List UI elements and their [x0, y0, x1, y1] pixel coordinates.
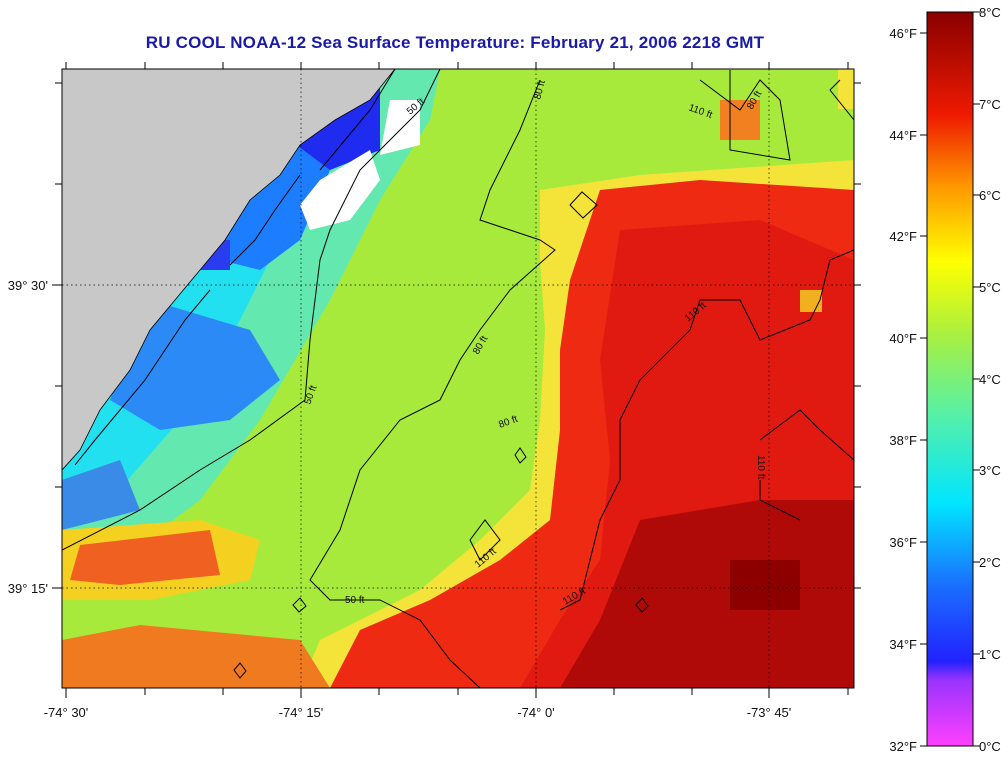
- colorbar-label-38f: 38°F: [889, 433, 917, 448]
- colorbar-label-32f: 32°F: [889, 739, 917, 754]
- lon-label-74-15: -74° 15': [279, 705, 324, 720]
- coastline-segment: [229, 174, 301, 266]
- contour-110ft-ne: [829, 79, 854, 121]
- colorbar-ticks: [920, 11, 980, 747]
- contour-closed-3: [292, 597, 307, 613]
- colorbar-label-2c: 2°C: [979, 555, 1001, 570]
- colorbar-label-7c: 7°C: [979, 97, 1001, 112]
- contour-label-80ft-a: 80 ft: [532, 79, 548, 101]
- lon-label-74-30: -74° 30': [44, 705, 89, 720]
- colorbar-gradient: [926, 11, 974, 747]
- colorbar-label-42f: 42°F: [889, 229, 917, 244]
- axis-ticks: [52, 62, 861, 698]
- contour-110ft-east: [759, 409, 854, 461]
- contour-110ft-main: [559, 249, 854, 611]
- cloud-patch-north: [380, 100, 420, 155]
- east-warm-speck: [800, 290, 822, 312]
- contour-closed-6: [635, 597, 649, 613]
- southwest-warm-patch: [70, 530, 220, 585]
- colorbar-label-40f: 40°F: [889, 331, 917, 346]
- colorbar-label-34f: 34°F: [889, 637, 917, 652]
- bathymetry-contours: [62, 69, 854, 688]
- contour-110ft-north: [699, 70, 791, 161]
- map-title: RU COOL NOAA-12 Sea Surface Temperature:…: [145, 33, 765, 52]
- contour-closed-5: [514, 447, 527, 464]
- northeast-warm-patch: [720, 100, 760, 140]
- lat-label-39-15: 39° 15': [8, 581, 48, 596]
- lon-label-74-0: -74° 0': [517, 705, 554, 720]
- contour-closed-2: [569, 191, 598, 219]
- southern-warm-strip: [62, 625, 330, 688]
- coastal-blue-water-mid: [110, 300, 280, 430]
- lon-label-73-45: -73° 45': [747, 705, 792, 720]
- barrier-island-coastline: [319, 69, 396, 171]
- contour-label-110ft-c: 110 ft: [755, 455, 766, 479]
- colorbar-label-0c: 0°C: [979, 739, 1001, 754]
- contour-80ft: [309, 79, 556, 688]
- land-new-jersey: [62, 69, 396, 471]
- colorbar-label-44f: 44°F: [889, 128, 917, 143]
- graticule: [62, 69, 854, 688]
- colorbar-label-4c: 4°C: [979, 372, 1001, 387]
- warm-water-dark-red: [560, 500, 854, 688]
- lat-label-39-30: 39° 30': [8, 278, 48, 293]
- sst-field: 50 ft 50 ft 50 ft 80 ft 80 ft 80 ft 80 f…: [62, 69, 854, 688]
- contour-110ft-east-2: [759, 480, 801, 521]
- northeast-corner-patch: [838, 69, 854, 109]
- contour-closed-4: [233, 662, 247, 679]
- colorbar-label-46f: 46°F: [889, 26, 917, 41]
- colorbar-label-6c: 6°C: [979, 188, 1001, 203]
- colorbar: 46°F 44°F 42°F 40°F 38°F 36°F 34°F 32°F …: [889, 5, 1000, 754]
- colorbar-label-8c: 8°C: [979, 5, 1001, 20]
- contour-label-50ft-c: 50 ft: [345, 595, 365, 606]
- colorbar-label-5c: 5°C: [979, 280, 1001, 295]
- contour-closed-1: [469, 519, 501, 561]
- colorbar-label-1c: 1°C: [979, 647, 1001, 662]
- coastline-segment-south: [74, 289, 211, 466]
- warmest-water-core: [730, 560, 800, 610]
- colorbar-label-3c: 3°C: [979, 463, 1001, 478]
- colorbar-label-36f: 36°F: [889, 535, 917, 550]
- contour-50ft: [62, 69, 441, 551]
- coastal-blue-water-south: [62, 460, 140, 530]
